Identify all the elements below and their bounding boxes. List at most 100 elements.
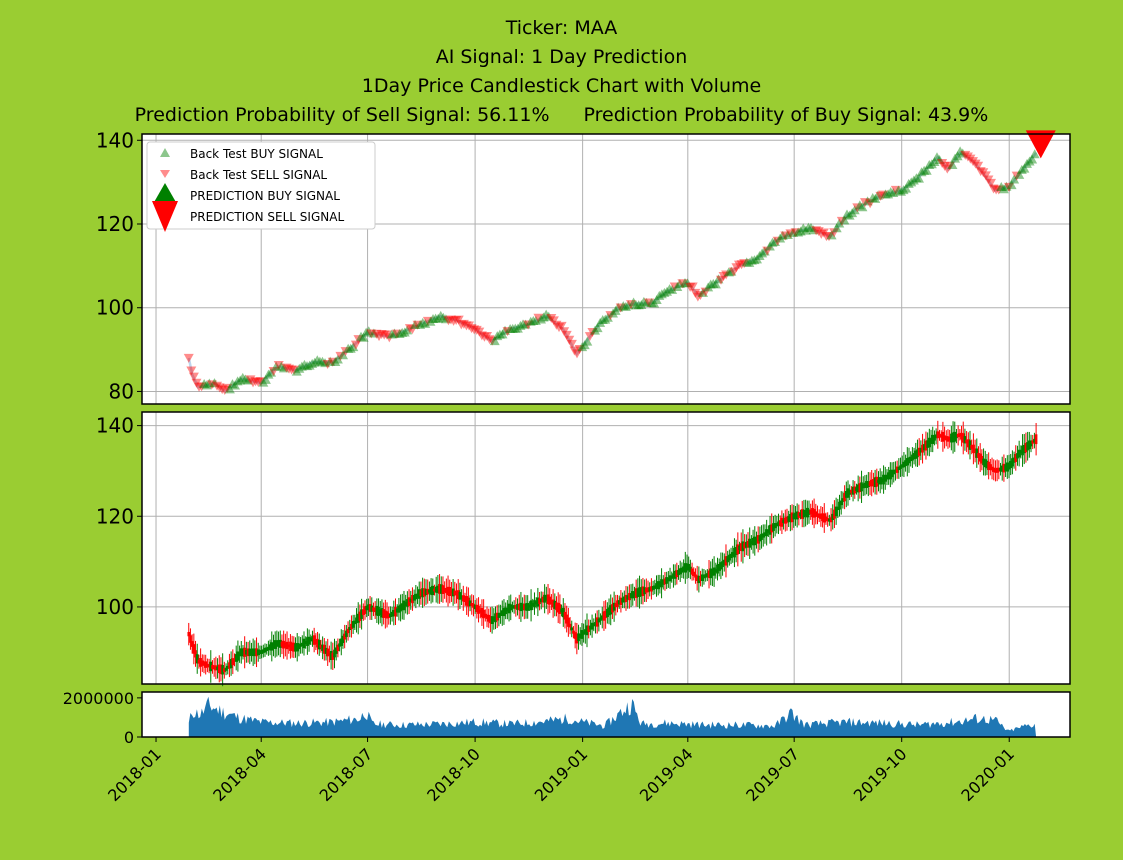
candle-body xyxy=(256,649,260,656)
candle-body xyxy=(690,568,694,575)
candle-body xyxy=(419,590,423,597)
backtest-buy-marker xyxy=(610,305,621,315)
backtest-buy-marker xyxy=(757,248,768,258)
backtest-buy-marker xyxy=(764,241,775,251)
candle-body xyxy=(824,516,828,521)
candle-body xyxy=(1017,449,1021,458)
candle-body xyxy=(587,625,591,632)
price-panel-frame xyxy=(141,133,1071,405)
candle-body xyxy=(270,642,274,651)
candle-body xyxy=(709,568,713,579)
backtest-sell-marker xyxy=(852,203,863,213)
backtest-buy-marker xyxy=(847,208,858,218)
chart-title-block: Ticker: MAA AI Signal: 1 Day Prediction … xyxy=(0,14,1123,130)
candle-body xyxy=(273,640,277,649)
candle-body xyxy=(312,635,316,645)
candle-body xyxy=(989,464,992,471)
backtest-sell-marker xyxy=(407,325,418,335)
candle-body xyxy=(848,489,851,495)
candle-body xyxy=(861,483,865,489)
backtest-sell-marker xyxy=(371,329,382,339)
backtest-buy-marker xyxy=(299,359,310,369)
candles xyxy=(187,420,1038,687)
candle-body xyxy=(521,603,524,611)
candle-body xyxy=(553,600,557,609)
backtest-sell-marker xyxy=(991,185,1002,195)
candle-body xyxy=(190,641,194,647)
candle-body xyxy=(339,638,343,646)
backtest-buy-marker xyxy=(608,308,619,318)
candle-body xyxy=(351,621,355,628)
backtest-buy-marker xyxy=(741,257,752,267)
candle-body xyxy=(292,642,296,652)
backtest-buy-marker xyxy=(844,210,855,220)
candle-body xyxy=(328,652,331,656)
candle-body xyxy=(641,586,645,596)
backtest-buy-marker xyxy=(543,311,554,321)
candle-body xyxy=(626,595,629,600)
candle-y-tick-label: 100 xyxy=(96,595,134,619)
candle-body xyxy=(370,605,374,612)
probability-line: Prediction Probability of Sell Signal: 5… xyxy=(0,101,1123,130)
backtest-sell-marker xyxy=(248,378,259,388)
backtest-buy-marker xyxy=(916,167,927,177)
backtest-buy-marker xyxy=(651,295,662,305)
backtest-buy-marker xyxy=(800,225,811,235)
candle-body xyxy=(324,647,328,654)
candle-body xyxy=(665,577,668,584)
candle-body xyxy=(367,604,370,611)
candle-body xyxy=(456,590,460,600)
candle-body xyxy=(221,665,224,675)
candle-body xyxy=(883,475,887,482)
backtest-buy-marker xyxy=(770,236,781,246)
candle-body xyxy=(538,598,541,605)
candle-body xyxy=(865,481,868,489)
backtest-sell-marker xyxy=(700,287,711,297)
candle-body xyxy=(938,433,941,437)
candle-body xyxy=(599,617,602,621)
backtest-buy-marker xyxy=(389,328,400,338)
backtest-sell-marker xyxy=(718,272,729,282)
candle-body xyxy=(750,540,753,545)
backtest-sell-marker xyxy=(206,380,217,390)
backtest-sell-marker xyxy=(821,232,832,242)
candle-body xyxy=(678,568,682,575)
backtest-buy-marker xyxy=(744,257,755,267)
backtest-buy-marker xyxy=(926,159,937,169)
backtest-sell-marker xyxy=(980,171,991,181)
candle-body xyxy=(1000,465,1004,472)
backtest-buy-marker xyxy=(888,188,899,198)
candle-body xyxy=(841,498,845,502)
backtest-sell-marker xyxy=(379,330,390,340)
candle-body xyxy=(573,632,577,639)
backtest-buy-marker xyxy=(636,299,647,309)
candle-body xyxy=(975,448,979,458)
backtest-sell-marker xyxy=(572,349,583,359)
backtest-buy-marker xyxy=(883,189,894,199)
x-tick-label: 2019-04 xyxy=(636,744,697,805)
backtest-buy-marker xyxy=(363,326,374,336)
backtest-buy-marker xyxy=(242,375,253,385)
backtest-buy-marker xyxy=(302,361,313,371)
candle-body xyxy=(485,614,489,619)
candle-body xyxy=(689,566,692,573)
candle-body xyxy=(684,563,687,573)
candle-body xyxy=(338,643,341,647)
candle-body xyxy=(512,605,516,609)
candle-body xyxy=(536,597,540,607)
candle-body xyxy=(912,453,916,460)
backtest-sell-marker xyxy=(626,300,637,310)
backtest-buy-marker xyxy=(582,336,593,346)
price-y-tick-label: 100 xyxy=(96,296,134,320)
candle-body xyxy=(331,652,335,660)
backtest-sell-marker xyxy=(561,330,572,340)
candle-body xyxy=(607,607,611,616)
candle-body xyxy=(582,631,585,635)
candle-body xyxy=(807,509,811,515)
candle-body xyxy=(899,465,902,470)
candle-body xyxy=(983,459,987,468)
candle-body xyxy=(909,456,912,462)
backtest-sell-marker xyxy=(669,282,680,292)
candle-body xyxy=(736,544,740,555)
backtest-buy-marker xyxy=(947,160,958,170)
